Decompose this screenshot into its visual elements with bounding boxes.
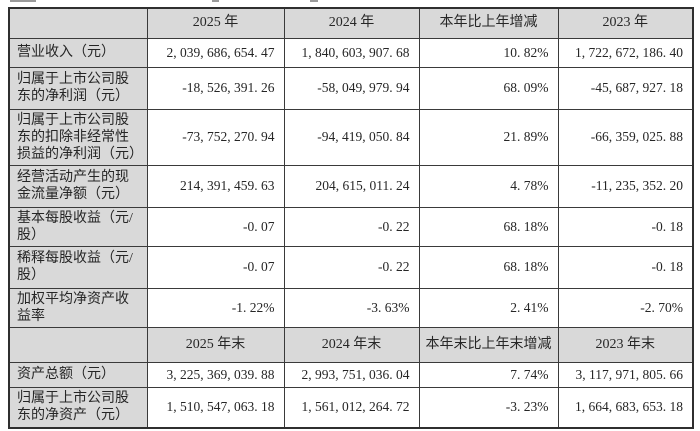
value-2025: -0. 07 <box>146 245 285 289</box>
value-2023: 1, 664, 683, 653. 18 <box>557 386 694 429</box>
yoy-change: 68. 18% <box>418 245 559 289</box>
value-2025: -73, 752, 270. 94 <box>146 108 285 166</box>
value-2023: -0. 18 <box>557 245 694 289</box>
table-row-basic-eps: 基本每股收益（元/股） -0. 07 -0. 22 68. 18% -0. 18 <box>8 206 694 247</box>
col-header-yoy-end-change: 本年末比上年末增减 <box>418 326 559 363</box>
value-2025: 214, 391, 459. 63 <box>146 164 285 208</box>
col-header-2025: 2025 年 <box>146 7 285 39</box>
value-2024: -3. 63% <box>283 287 420 328</box>
value-2024: -94, 419, 050. 84 <box>283 108 420 166</box>
metric-label: 归属于上市公司股东的扣除非经常性损益的净利润（元） <box>8 108 148 166</box>
value-2025: -18, 526, 391. 26 <box>146 66 285 110</box>
value-2024: 1, 840, 603, 907. 68 <box>283 37 420 68</box>
table-row-net-profit: 归属于上市公司股东的净利润（元） -18, 526, 391. 26 -58, … <box>8 66 694 110</box>
period-header-row: 2025 年 2024 年 本年比上年增减 2023 年 <box>8 7 694 39</box>
col-header-2024: 2024 年 <box>283 7 420 39</box>
table-row-revenue: 营业收入（元） 2, 039, 686, 654. 47 1, 840, 603… <box>8 37 694 68</box>
yoy-change: -3. 23% <box>418 386 559 429</box>
table-row-diluted-eps: 稀释每股收益（元/股） -0. 07 -0. 22 68. 18% -0. 18 <box>8 245 694 289</box>
value-2023: -0. 18 <box>557 206 694 247</box>
period-end-header-row: 2025 年末 2024 年末 本年末比上年末增减 2023 年末 <box>8 326 694 363</box>
col-header-2024-end: 2024 年末 <box>283 326 420 363</box>
col-header-2023-end: 2023 年末 <box>557 326 694 363</box>
key-accounting-data-table: 2025 年 2024 年 本年比上年增减 2023 年 营业收入（元） 2, … <box>8 7 694 429</box>
table-row-operating-cash-flow: 经营活动产生的现金流量净额（元） 214, 391, 459. 63 204, … <box>8 164 694 208</box>
yoy-change: 68. 18% <box>418 206 559 247</box>
value-2025: -0. 07 <box>146 206 285 247</box>
value-2024: 2, 993, 751, 036. 04 <box>283 361 420 388</box>
value-2023: 1, 722, 672, 186. 40 <box>557 37 694 68</box>
corner-blank-cell <box>8 326 148 363</box>
value-2024: -0. 22 <box>283 206 420 247</box>
metric-label: 经营活动产生的现金流量净额（元） <box>8 164 148 208</box>
col-header-2023: 2023 年 <box>557 7 694 39</box>
corner-blank-cell <box>8 7 148 39</box>
metric-label: 基本每股收益（元/股） <box>8 206 148 247</box>
table-row-net-profit-excl-nonrecurring: 归属于上市公司股东的扣除非经常性损益的净利润（元） -73, 752, 270.… <box>8 108 694 166</box>
cropped-text-artifact <box>212 0 219 2</box>
metric-label: 归属于上市公司股东的净利润（元） <box>8 66 148 110</box>
yoy-change: 7. 74% <box>418 361 559 388</box>
metric-label: 稀释每股收益（元/股） <box>8 245 148 289</box>
value-2023: -2. 70% <box>557 287 694 328</box>
yoy-change: 68. 09% <box>418 66 559 110</box>
value-2024: 1, 561, 012, 264. 72 <box>283 386 420 429</box>
col-header-yoy-change: 本年比上年增减 <box>418 7 559 39</box>
cropped-text-artifact <box>10 0 36 2</box>
metric-label: 资产总额（元） <box>8 361 148 388</box>
value-2025: 1, 510, 547, 063. 18 <box>146 386 285 429</box>
yoy-change: 21. 89% <box>418 108 559 166</box>
yoy-change: 10. 82% <box>418 37 559 68</box>
value-2023: -66, 359, 025. 88 <box>557 108 694 166</box>
metric-label: 营业收入（元） <box>8 37 148 68</box>
value-2023: -45, 687, 927. 18 <box>557 66 694 110</box>
value-2025: -1. 22% <box>146 287 285 328</box>
value-2024: -58, 049, 979. 94 <box>283 66 420 110</box>
metric-label: 归属于上市公司股东的净资产（元） <box>8 386 148 429</box>
table-row-weighted-avg-roe: 加权平均净资产收益率 -1. 22% -3. 63% 2. 41% -2. 70… <box>8 287 694 328</box>
yoy-change: 4. 78% <box>418 164 559 208</box>
value-2024: -0. 22 <box>283 245 420 289</box>
value-2025: 2, 039, 686, 654. 47 <box>146 37 285 68</box>
value-2023: 3, 117, 971, 805. 66 <box>557 361 694 388</box>
metric-label: 加权平均净资产收益率 <box>8 287 148 328</box>
table-row-total-assets: 资产总额（元） 3, 225, 369, 039. 88 2, 993, 751… <box>8 361 694 388</box>
table-row-net-assets: 归属于上市公司股东的净资产（元） 1, 510, 547, 063. 18 1,… <box>8 386 694 429</box>
cropped-text-artifact <box>310 0 318 2</box>
value-2024: 204, 615, 011. 24 <box>283 164 420 208</box>
yoy-change: 2. 41% <box>418 287 559 328</box>
value-2025: 3, 225, 369, 039. 88 <box>146 361 285 388</box>
col-header-2025-end: 2025 年末 <box>146 326 285 363</box>
value-2023: -11, 235, 352. 20 <box>557 164 694 208</box>
